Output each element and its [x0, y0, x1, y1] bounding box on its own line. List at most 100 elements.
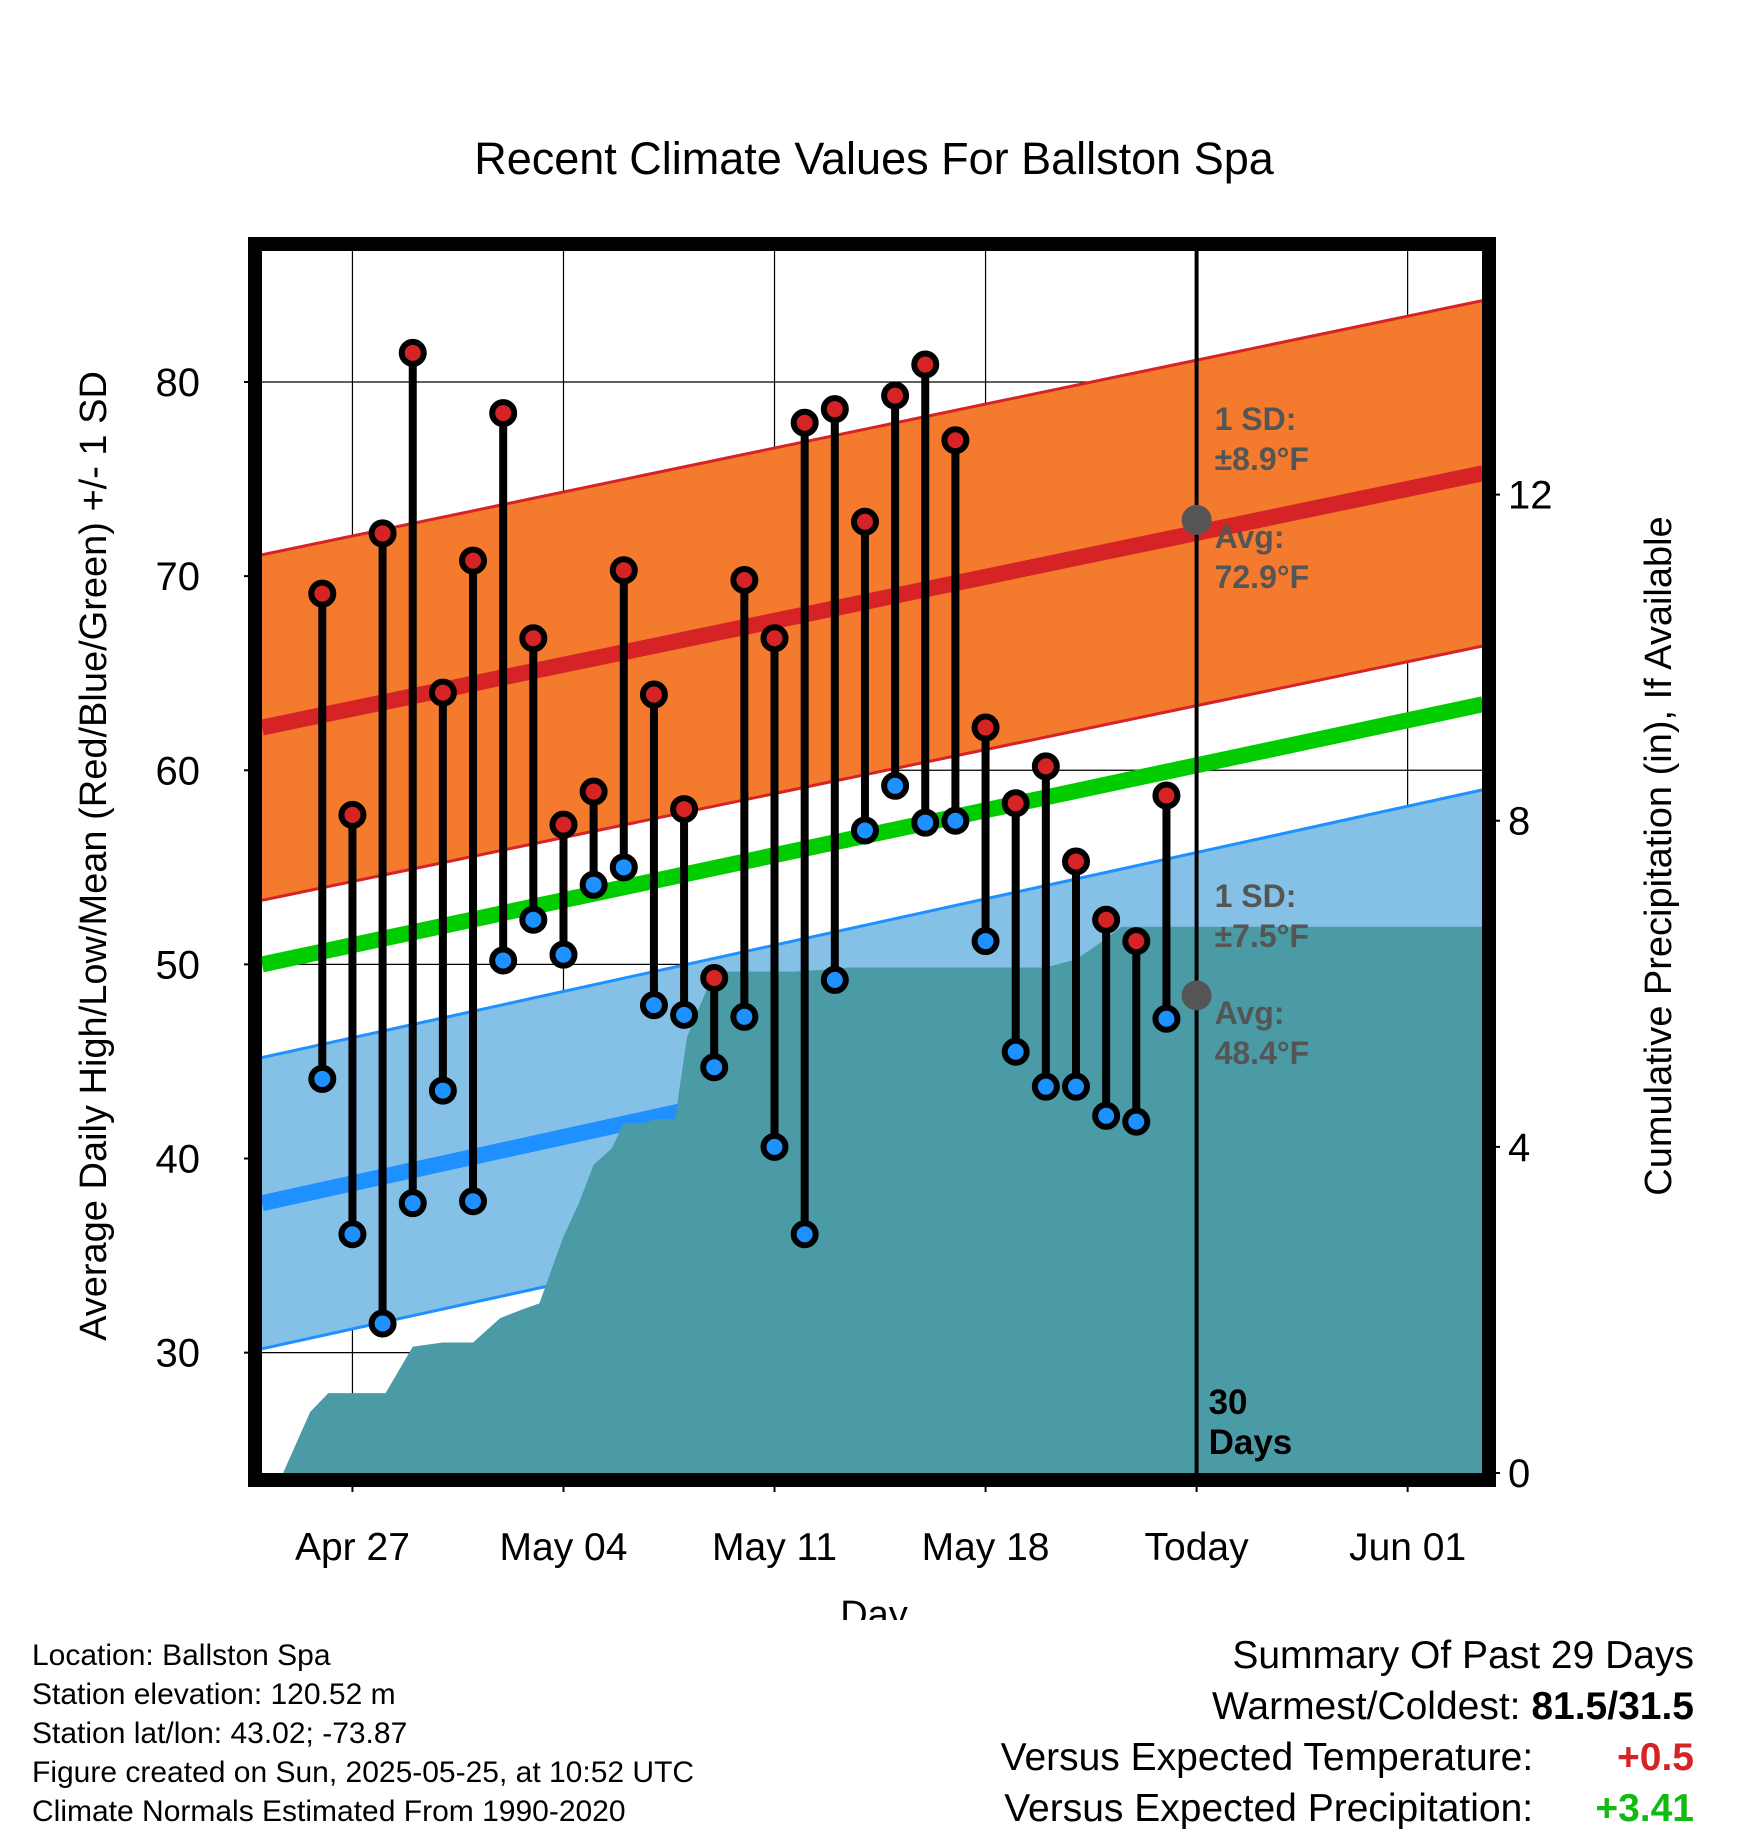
annotation-days-line-0: 30 — [1209, 1383, 1248, 1422]
low-point — [850, 816, 879, 845]
summary-precip-value: +3.41 — [1595, 1787, 1694, 1830]
high-point — [881, 381, 910, 410]
high-point — [368, 519, 397, 548]
high-point — [941, 426, 970, 455]
annotation-high-avg: Avg: 72.9°F — [1215, 519, 1310, 595]
y-right-tick-label-2: 8 — [1508, 800, 1530, 844]
annotation-days-line-1: Days — [1209, 1423, 1293, 1462]
high-normal-avg-line — [262, 465, 1483, 736]
info-elevation: Station elevation: 120.52 m — [32, 1678, 396, 1711]
high-point — [1001, 789, 1030, 818]
summary-precip-row: Versus Expected Precipitation: +3.41 — [1001, 1783, 1694, 1834]
low-point — [790, 1220, 819, 1249]
plot-frame — [248, 237, 1496, 1487]
y-left-tick-label-1: 40 — [156, 1138, 201, 1182]
low-point — [820, 965, 849, 994]
high-point — [609, 556, 638, 585]
high-point — [670, 795, 699, 824]
low-point — [579, 870, 608, 899]
climate-chart: Recent Climate Values For Ballston Spa 1… — [73, 133, 1680, 1620]
annotation-high-sd-line-0: 1 SD: — [1215, 401, 1297, 437]
y-axis-label-left: Average Daily High/Low/Mean (Red/Blue/Gr… — [73, 371, 115, 1341]
low-point — [1001, 1037, 1030, 1066]
annotation-low-avg-line-1: 48.4°F — [1215, 1035, 1310, 1071]
low-point — [549, 940, 578, 969]
annotation-low-sd-line-0: 1 SD: — [1215, 878, 1297, 914]
today-high-avg-marker — [1181, 504, 1212, 535]
high-point — [1031, 752, 1060, 781]
y-left-tick-label-4: 70 — [156, 555, 201, 599]
low-normal-band-upper-edge — [262, 788, 1483, 1060]
annotation-low-sd-line-1: ±7.5°F — [1215, 918, 1309, 954]
low-point — [338, 1220, 367, 1249]
low-point — [700, 1053, 729, 1082]
chart-title: Recent Climate Values For Ballston Spa — [474, 133, 1275, 184]
x-tick-label-3: May 18 — [922, 1526, 1050, 1569]
high-point — [338, 800, 367, 829]
low-point — [760, 1132, 789, 1161]
high-point — [398, 338, 427, 367]
high-point — [1092, 905, 1121, 934]
low-point — [730, 1002, 759, 1031]
x-tick-label-1: May 04 — [500, 1526, 628, 1569]
annotation-low-avg: Avg: 48.4°F — [1215, 995, 1310, 1071]
y-right-tick-label-0: 0 — [1508, 1452, 1530, 1496]
x-tick-label-4: Today — [1145, 1526, 1250, 1569]
high-normal-band-lower-edge — [262, 644, 1483, 902]
low-point — [368, 1309, 397, 1338]
summary-temp-row: Versus Expected Temperature: +0.5 — [1001, 1732, 1694, 1783]
high-point — [308, 579, 337, 608]
high-point — [850, 507, 879, 536]
high-point — [820, 395, 849, 424]
low-point — [609, 853, 638, 882]
low-point — [670, 1000, 699, 1029]
info-created: Figure created on Sun, 2025-05-25, at 10… — [32, 1756, 695, 1789]
annotation-low-sd: 1 SD: ±7.5°F — [1215, 878, 1309, 954]
high-point — [760, 624, 789, 653]
y-left-tick-label-2: 50 — [156, 943, 201, 987]
station-info: Location: Ballston Spa Station elevation… — [32, 1636, 694, 1831]
low-point — [1122, 1107, 1151, 1136]
x-axis-label: Day — [840, 1594, 908, 1620]
summary-temp-label: Versus Expected Temperature: — [1000, 1736, 1534, 1779]
summary-warmest-label: Warmest/Coldest: — [1212, 1685, 1521, 1728]
low-point — [1152, 1004, 1181, 1033]
low-point — [1092, 1101, 1121, 1130]
summary-warmest-value: 81.5/31.5 — [1531, 1685, 1694, 1728]
x-tick-label-5: Jun 01 — [1349, 1526, 1466, 1569]
info-location: Location: Ballston Spa — [32, 1639, 331, 1672]
summary-precip-label: Versus Expected Precipitation: — [1004, 1787, 1534, 1830]
low-point — [971, 927, 1000, 956]
high-point — [489, 399, 518, 428]
y-left-tick-label-0: 30 — [156, 1332, 201, 1376]
y-right-tick-label-3: 12 — [1508, 474, 1553, 518]
y-left-tick-label-3: 60 — [156, 749, 201, 793]
y-right-tick-label-1: 4 — [1508, 1126, 1530, 1170]
high-point — [1152, 781, 1181, 810]
x-tick-label-0: Apr 27 — [295, 1526, 410, 1569]
low-point — [519, 905, 548, 934]
low-point — [428, 1076, 457, 1105]
high-point — [639, 680, 668, 709]
x-tick-label-2: May 11 — [712, 1526, 837, 1569]
high-point — [790, 408, 819, 437]
high-point — [1062, 847, 1090, 876]
annotation-high-avg-line-0: Avg: — [1215, 519, 1285, 555]
info-latlon: Station lat/lon: 43.02; -73.87 — [32, 1717, 408, 1750]
high-point — [1122, 927, 1151, 956]
annotation-days: 30 Days — [1209, 1383, 1293, 1462]
summary-panel: Summary Of Past 29 Days Warmest/Coldest:… — [1001, 1630, 1694, 1834]
low-point — [489, 946, 518, 975]
low-point — [1062, 1072, 1090, 1101]
summary-warmest-row: Warmest/Coldest: 81.5/31.5 — [1001, 1681, 1694, 1732]
summary-heading: Summary Of Past 29 Days — [1232, 1634, 1694, 1677]
high-point — [579, 777, 608, 806]
plot-content — [262, 250, 1483, 1473]
high-point — [459, 546, 488, 575]
today-low-avg-marker — [1181, 980, 1212, 1011]
y-axis-label-right: Cumulative Precipitation (in), If Availa… — [1638, 516, 1680, 1195]
high-point — [911, 350, 940, 379]
high-point — [700, 963, 729, 992]
low-point — [1031, 1072, 1060, 1101]
y-left-tick-label-5: 80 — [156, 361, 201, 405]
